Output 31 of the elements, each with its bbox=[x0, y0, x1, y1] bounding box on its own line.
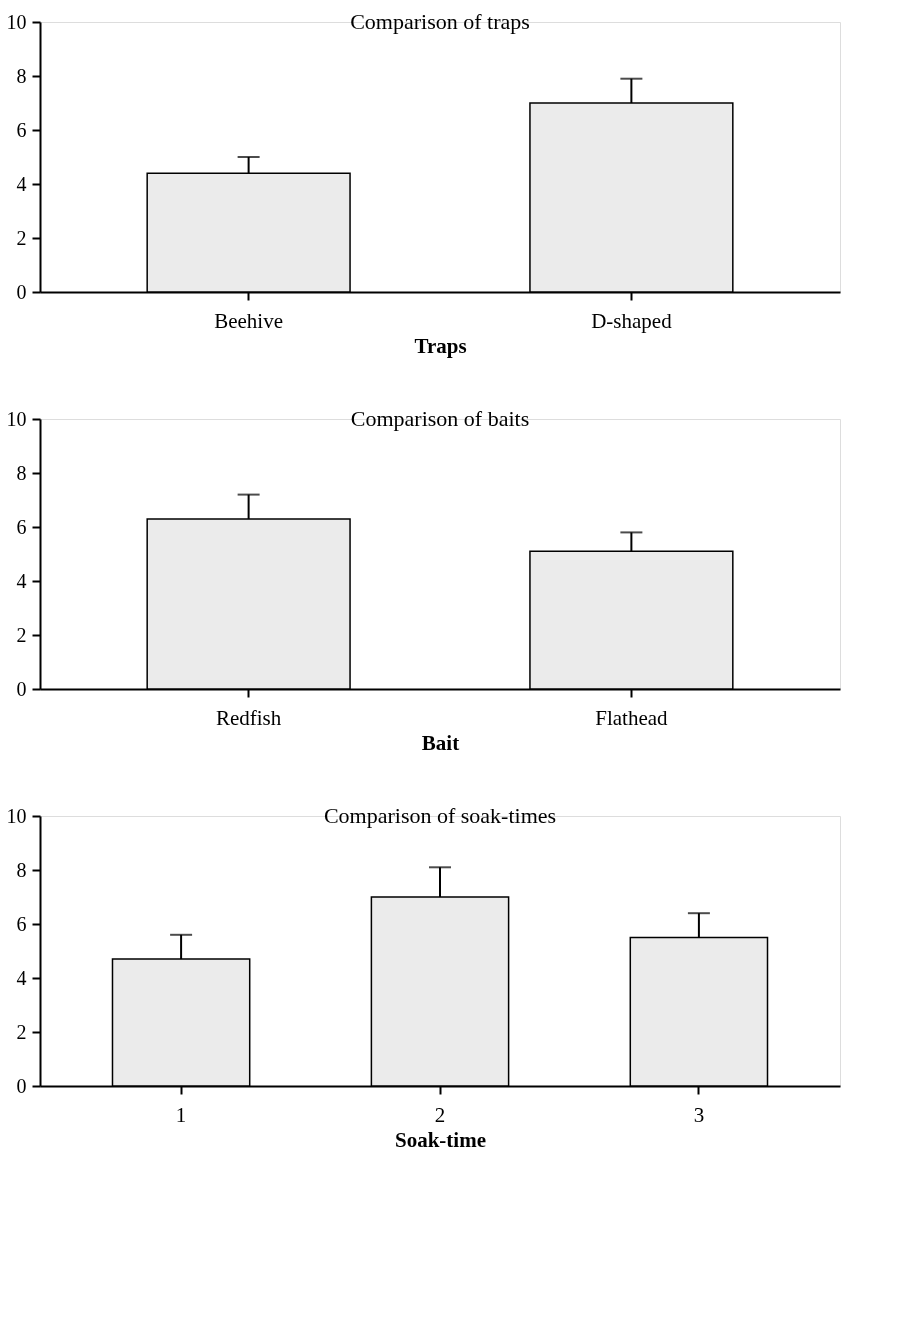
x-tick-label: 1 bbox=[175, 1102, 187, 1127]
y-tick-label: 6 bbox=[16, 912, 27, 935]
y-tick-label: 0 bbox=[16, 280, 27, 303]
x-axis-title: Traps bbox=[414, 333, 467, 358]
x-tick-label: Redfish bbox=[215, 705, 282, 730]
y-tick-label: 2 bbox=[16, 623, 27, 646]
chart-title: Comparison of soak-times bbox=[323, 803, 557, 828]
y-tick-label: 8 bbox=[16, 461, 27, 484]
y-tick-label: 0 bbox=[16, 677, 27, 700]
chart-title: Comparison of traps bbox=[350, 9, 530, 34]
x-tick-label: 2 bbox=[434, 1102, 446, 1127]
x-axis-title: Soak-time bbox=[395, 1127, 486, 1152]
y-tick-label: 2 bbox=[16, 1020, 27, 1043]
y-tick-label: 6 bbox=[16, 515, 27, 538]
x-tick-label: 3 bbox=[693, 1102, 705, 1127]
y-tick-label: 4 bbox=[16, 172, 27, 195]
y-tick-label: 4 bbox=[16, 569, 27, 592]
x-tick-label: D-shaped bbox=[591, 308, 673, 333]
chart-title: Comparison of baits bbox=[350, 406, 530, 431]
x-tick-label: Beehive bbox=[214, 308, 284, 333]
y-tick-label: 8 bbox=[16, 858, 27, 881]
y-tick-label: 10 bbox=[6, 407, 27, 430]
y-tick-label: 2 bbox=[16, 226, 27, 249]
y-tick-label: 8 bbox=[16, 64, 27, 87]
y-tick-label: 6 bbox=[16, 118, 27, 141]
y-tick-label: 10 bbox=[6, 10, 27, 33]
y-tick-label: 4 bbox=[16, 966, 27, 989]
y-tick-label: 0 bbox=[16, 1074, 27, 1097]
y-tick-label: 10 bbox=[6, 804, 27, 827]
x-axis-title: Bait bbox=[421, 730, 460, 755]
x-tick-label: Flathead bbox=[595, 705, 669, 730]
